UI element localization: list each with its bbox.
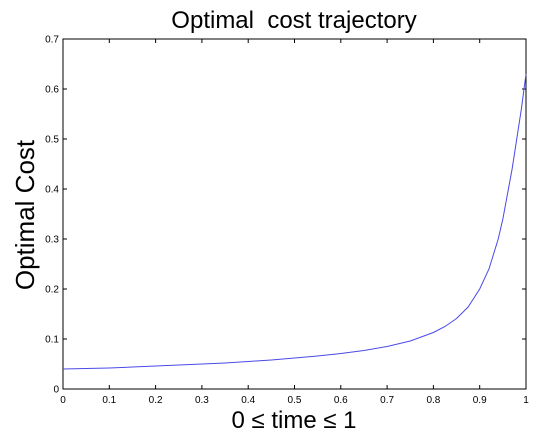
y-tick-label: 0.6 bbox=[45, 85, 59, 96]
series-layer bbox=[62, 73, 527, 370]
x-tick-label: 0.7 bbox=[380, 395, 394, 406]
x-axis-label: 0 ≤ time ≤ 1 bbox=[231, 407, 356, 434]
y-tick-label: 0.2 bbox=[45, 285, 59, 296]
y-tick-label: 0.1 bbox=[45, 335, 59, 346]
x-ticks: 0 0.1 0.2 0.3 0.4 0.5 0.6 0.7 0.8 0.9 1 bbox=[60, 39, 529, 406]
x-tick-label: 0.6 bbox=[334, 395, 348, 406]
x-tick-label: 0.1 bbox=[102, 395, 116, 406]
y-axis-label: Optimal Cost bbox=[10, 139, 40, 290]
y-tick-label: 0 bbox=[53, 385, 59, 396]
chart-title: Optimal cost trajectory bbox=[171, 7, 416, 34]
x-tick-label: 0 bbox=[60, 395, 66, 406]
x-tick-label: 0.4 bbox=[241, 395, 255, 406]
x-tick-label: 0.8 bbox=[426, 395, 440, 406]
x-tick-label: 0.3 bbox=[195, 395, 209, 406]
y-ticks: 0 0.1 0.2 0.3 0.4 0.5 0.6 0.7 bbox=[45, 35, 526, 396]
x-tick-label: 1 bbox=[523, 395, 529, 406]
x-tick-label: 0.9 bbox=[473, 395, 487, 406]
series-line bbox=[62, 73, 527, 370]
y-tick-label: 0.5 bbox=[45, 135, 59, 146]
y-tick-label: 0.3 bbox=[45, 235, 59, 246]
x-tick-label: 0.2 bbox=[149, 395, 163, 406]
y-tick-label: 0.7 bbox=[45, 35, 59, 46]
y-tick-label: 0.4 bbox=[45, 185, 59, 196]
x-tick-label: 0.5 bbox=[288, 395, 302, 406]
